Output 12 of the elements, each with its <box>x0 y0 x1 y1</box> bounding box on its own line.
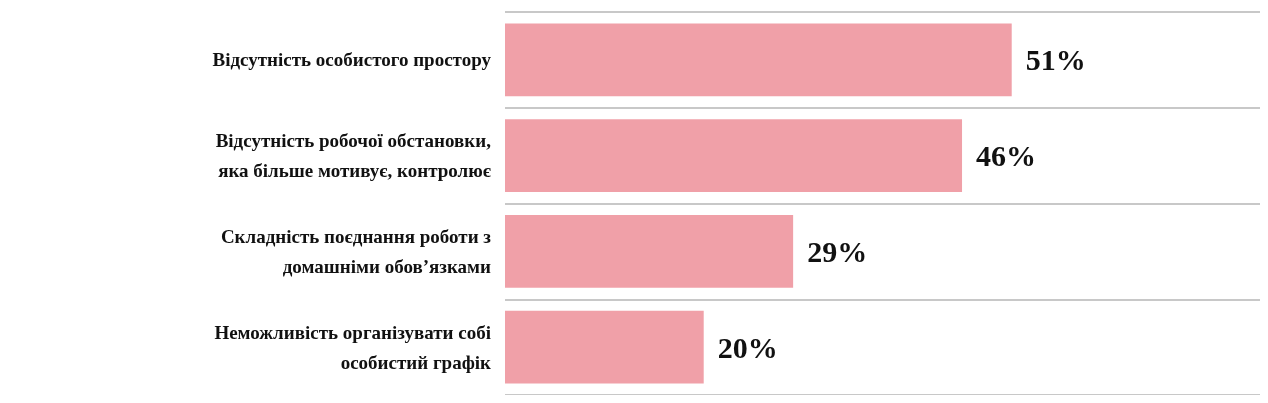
y-tick-label: Відсутність особистого простору <box>212 49 492 71</box>
data-label: 20% <box>717 330 778 364</box>
y-tick-label: Неможливість організувати собі особистий графік <box>214 321 492 373</box>
data-label: 29% <box>807 234 868 268</box>
bar <box>505 214 794 288</box>
data-label: 51% <box>1025 43 1086 77</box>
bar <box>505 310 704 384</box>
data-label: 46% <box>976 139 1037 173</box>
y-tick-label: Складність поєднання роботи з домашніми обов’язками <box>220 225 492 277</box>
y-tick-label: Відсутність робочої обстановки, яка більше мотивує, контролює <box>215 130 492 182</box>
bar <box>505 119 963 193</box>
bar <box>505 23 1012 97</box>
